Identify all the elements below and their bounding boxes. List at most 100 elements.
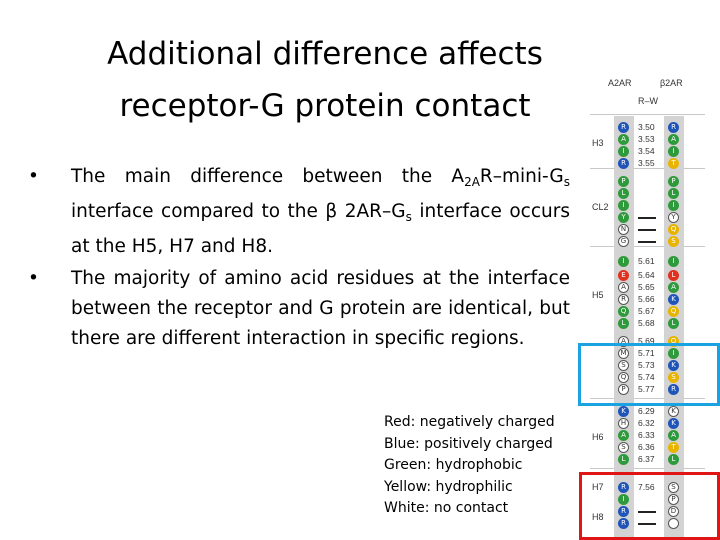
residue-number: 5.66 xyxy=(638,294,655,304)
bullet-item-2: • The majority of amino acid residues at … xyxy=(28,264,570,354)
b2ar-residue: L xyxy=(668,454,679,465)
header-mid: R–W xyxy=(638,96,658,106)
residue-number: 5.73 xyxy=(638,360,655,370)
residue-number: 5.77 xyxy=(638,384,655,394)
no-equivalent-dash xyxy=(638,217,656,219)
a2ar-residue: R xyxy=(618,294,629,305)
a2ar-residue: M xyxy=(618,348,629,359)
residue-number: 6.29 xyxy=(638,406,655,416)
section-divider xyxy=(590,468,705,469)
a2ar-residue: L xyxy=(618,188,629,199)
a2ar-residue: R xyxy=(618,158,629,169)
a2ar-residue: I xyxy=(618,146,629,157)
a2ar-residue: R xyxy=(618,122,629,133)
a2ar-residue: N xyxy=(618,224,629,235)
highlight-box-red xyxy=(579,472,720,540)
helix-label: CL2 xyxy=(592,202,609,212)
a2ar-residue: Q xyxy=(618,306,629,317)
a2ar-residue: L xyxy=(618,318,629,329)
b2ar-residue: S xyxy=(668,482,679,493)
residue-number: 3.53 xyxy=(638,134,655,144)
residue-number: 6.36 xyxy=(638,442,655,452)
section-divider xyxy=(590,168,705,169)
residue-number: 5.69 xyxy=(638,336,655,346)
a2ar-residue: I xyxy=(618,256,629,267)
residue-number: 5.67 xyxy=(638,306,655,316)
b2ar-residue: L xyxy=(668,270,679,281)
helix-label: H3 xyxy=(592,138,604,148)
helix-label: H8 xyxy=(592,512,604,522)
bullet-item-1: • The main difference between the A2AR–mi… xyxy=(28,162,570,262)
residue-number: 5.71 xyxy=(638,348,655,358)
no-equivalent-dash xyxy=(638,241,656,243)
no-equivalent-dash xyxy=(638,511,656,513)
legend-white: White: no contact xyxy=(384,500,509,516)
b2ar-residue: K xyxy=(668,406,679,417)
bullet-2-text: The majority of amino acid residues at t… xyxy=(71,268,570,349)
residue-number: 3.55 xyxy=(638,158,655,168)
b2ar-residue: K xyxy=(668,418,679,429)
no-equivalent-dash xyxy=(638,523,656,525)
a2ar-residue: R xyxy=(618,482,629,493)
a2ar-residue: I xyxy=(618,200,629,211)
residue-number: 7.56 xyxy=(638,482,655,492)
legend-green: Green: hydrophobic xyxy=(384,457,523,473)
b2ar-residue: A xyxy=(668,282,679,293)
b2ar-residue: A xyxy=(668,134,679,145)
b2ar-residue: A xyxy=(668,430,679,441)
b2ar-residue: Q xyxy=(668,224,679,235)
residue-number: 5.61 xyxy=(638,256,655,266)
residue-number: 3.50 xyxy=(638,122,655,132)
residue-number: 5.74 xyxy=(638,372,655,382)
slide-title: Additional difference affects receptor-G… xyxy=(60,28,590,132)
a2ar-residue: P xyxy=(618,176,629,187)
a2ar-residue: A xyxy=(618,134,629,145)
helix-label: H5 xyxy=(592,290,604,300)
bullet-dot: • xyxy=(28,268,39,289)
a2ar-residue: P xyxy=(618,384,629,395)
title-line-2: receptor-G protein contact xyxy=(119,88,531,124)
section-divider xyxy=(590,398,705,399)
color-legend: Red: negatively charged Blue: positively… xyxy=(384,412,555,520)
a2ar-residue: A xyxy=(618,336,629,347)
b2ar-residue: I xyxy=(668,348,679,359)
b2ar-residue: R xyxy=(668,384,679,395)
legend-yellow: Yellow: hydrophilic xyxy=(384,478,513,495)
a2ar-residue: Q xyxy=(618,372,629,383)
b2ar-residue: S xyxy=(668,372,679,383)
b2ar-residue: K xyxy=(668,294,679,305)
b2ar-residue: Q xyxy=(668,336,679,347)
a2ar-residue: L xyxy=(618,454,629,465)
a2ar-residue: Y xyxy=(618,212,629,223)
residue-number: 5.65 xyxy=(638,282,655,292)
a2ar-residue: E xyxy=(618,270,629,281)
b2ar-residue: I xyxy=(668,256,679,267)
residue-number: 6.37 xyxy=(638,454,655,464)
bullet-1-text-c: interface compared to the β 2AR–G xyxy=(71,201,406,222)
a2ar-residue: I xyxy=(618,494,629,505)
b2ar-residue: Y xyxy=(668,212,679,223)
b2ar-residue: I xyxy=(668,146,679,157)
bullet-1-text-a: The main difference between the A xyxy=(71,166,465,187)
highlight-box-blue xyxy=(578,343,720,406)
a2ar-residue: G xyxy=(618,236,629,247)
b2ar-residue: L xyxy=(668,318,679,329)
bullet-dot: • xyxy=(28,166,39,187)
bullet-list: • The main difference between the A2AR–mi… xyxy=(28,162,570,354)
residue-comparison-figure: A2AR β2AR R–W H3 CL2 H5 H6 H7 H8 R R 3.50 A A 3.53 I… xyxy=(580,60,720,540)
header-a2ar: A2AR xyxy=(608,78,632,88)
helix-label: H6 xyxy=(592,432,604,442)
a2ar-residue: A xyxy=(618,282,629,293)
a2ar-residue: R xyxy=(618,518,629,529)
no-equivalent-dash xyxy=(638,229,656,231)
residue-number: 3.54 xyxy=(638,146,655,156)
title-line-1: Additional difference affects xyxy=(107,36,543,72)
b2ar-residue: T xyxy=(668,158,679,169)
b2ar-residue xyxy=(668,518,679,529)
a2ar-residue: S xyxy=(618,360,629,371)
b2ar-residue: R xyxy=(668,122,679,133)
helix-label: H7 xyxy=(592,482,604,492)
b2ar-residue: P xyxy=(668,176,679,187)
a2ar-residue: K xyxy=(618,406,629,417)
b2ar-residue: S xyxy=(668,236,679,247)
